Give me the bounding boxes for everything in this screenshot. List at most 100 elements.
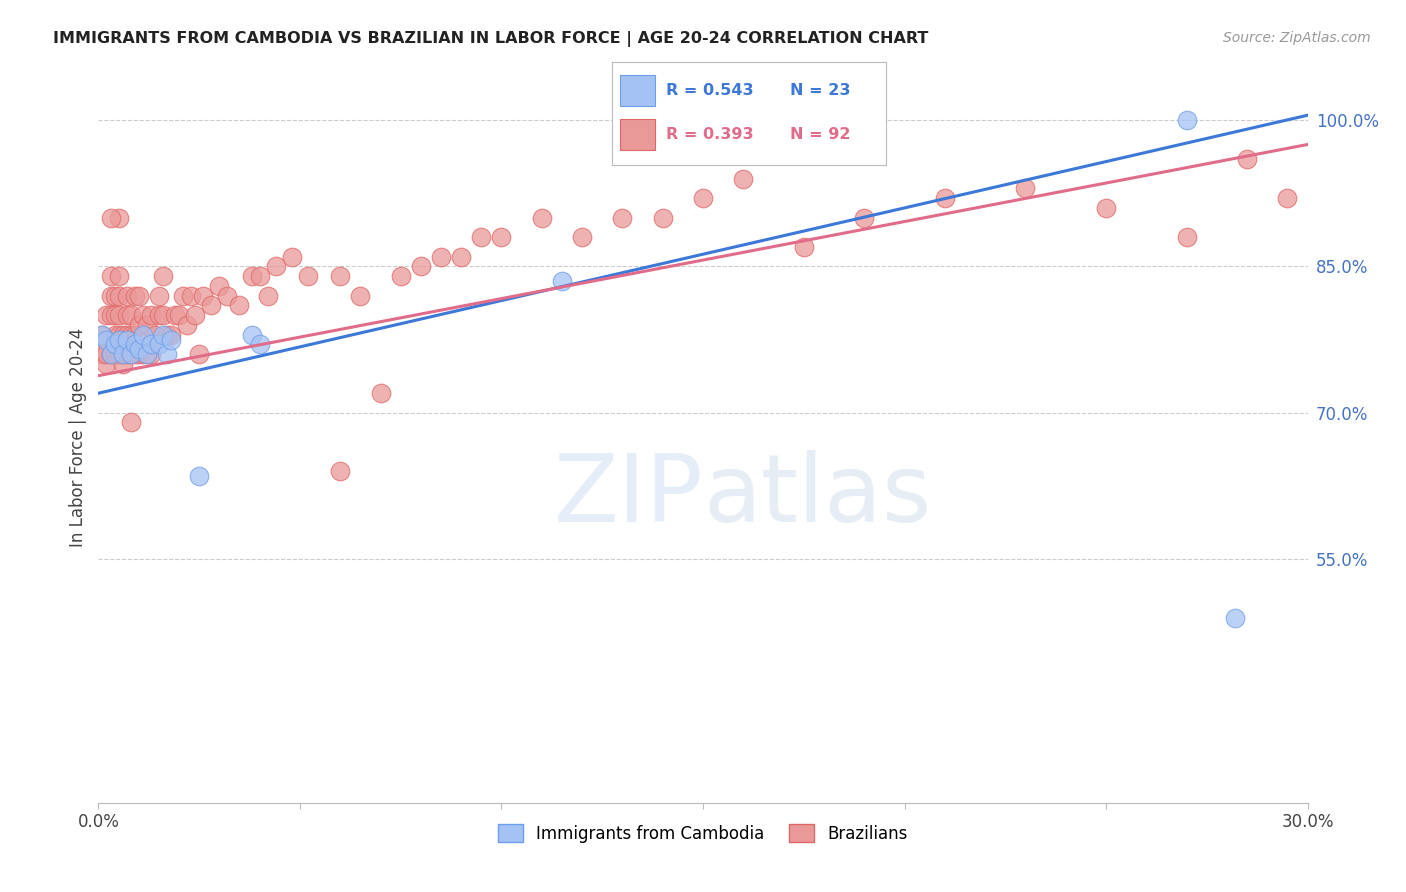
Point bbox=[1014, 181, 1036, 195]
Point bbox=[132, 308, 155, 322]
Point bbox=[120, 347, 142, 361]
Point bbox=[193, 288, 215, 302]
Point bbox=[1223, 610, 1246, 624]
Point bbox=[152, 308, 174, 322]
Point bbox=[132, 327, 155, 342]
Point bbox=[124, 327, 146, 342]
Point bbox=[1175, 230, 1198, 244]
Text: atlas: atlas bbox=[703, 450, 931, 541]
Point bbox=[111, 327, 134, 342]
Text: IMMIGRANTS FROM CAMBODIA VS BRAZILIAN IN LABOR FORCE | AGE 20-24 CORRELATION CHA: IMMIGRANTS FROM CAMBODIA VS BRAZILIAN IN… bbox=[53, 31, 929, 47]
Point bbox=[115, 347, 138, 361]
Point bbox=[240, 327, 263, 342]
Point bbox=[100, 308, 122, 322]
Point bbox=[370, 386, 392, 401]
Point bbox=[120, 347, 142, 361]
Point bbox=[733, 171, 755, 186]
Point bbox=[96, 347, 118, 361]
Point bbox=[107, 347, 129, 361]
Text: N = 92: N = 92 bbox=[790, 127, 851, 142]
Point bbox=[124, 288, 146, 302]
Point bbox=[135, 347, 157, 361]
Point bbox=[651, 211, 673, 225]
Text: Source: ZipAtlas.com: Source: ZipAtlas.com bbox=[1223, 31, 1371, 45]
Point bbox=[329, 269, 352, 284]
Point bbox=[139, 308, 162, 322]
Point bbox=[148, 288, 170, 302]
Point bbox=[111, 357, 134, 371]
Point bbox=[163, 308, 186, 322]
Point bbox=[853, 211, 876, 225]
Point bbox=[103, 327, 125, 342]
Point bbox=[188, 469, 211, 483]
Point bbox=[156, 327, 179, 342]
Point bbox=[491, 230, 513, 244]
Point bbox=[180, 288, 202, 302]
Point bbox=[1277, 191, 1299, 205]
Point bbox=[107, 327, 129, 342]
Point bbox=[612, 211, 634, 225]
Point bbox=[107, 308, 129, 322]
Point bbox=[148, 308, 170, 322]
Point bbox=[1095, 201, 1118, 215]
Point bbox=[115, 327, 138, 342]
Point bbox=[329, 464, 352, 478]
Point bbox=[692, 191, 714, 205]
Point bbox=[793, 240, 815, 254]
Point bbox=[160, 327, 183, 342]
Point bbox=[111, 347, 134, 361]
Point bbox=[450, 250, 472, 264]
Point bbox=[107, 333, 129, 347]
Point bbox=[115, 288, 138, 302]
Point bbox=[240, 269, 263, 284]
Point bbox=[148, 337, 170, 351]
Point bbox=[120, 416, 142, 430]
Point bbox=[100, 347, 122, 361]
Y-axis label: In Labor Force | Age 20-24: In Labor Force | Age 20-24 bbox=[69, 327, 87, 547]
Point bbox=[152, 269, 174, 284]
Point bbox=[297, 269, 319, 284]
Point bbox=[1236, 152, 1258, 166]
Point bbox=[571, 230, 593, 244]
Point bbox=[135, 347, 157, 361]
Point bbox=[349, 288, 371, 302]
Point bbox=[139, 337, 162, 351]
Point bbox=[135, 318, 157, 332]
Point bbox=[120, 308, 142, 322]
Point bbox=[100, 288, 122, 302]
Point bbox=[128, 288, 150, 302]
Point bbox=[139, 347, 162, 361]
Point bbox=[120, 327, 142, 342]
Point bbox=[115, 308, 138, 322]
Point bbox=[91, 327, 114, 342]
Point bbox=[103, 308, 125, 322]
Point bbox=[152, 327, 174, 342]
Point bbox=[184, 308, 207, 322]
Point bbox=[115, 333, 138, 347]
Text: R = 0.543: R = 0.543 bbox=[666, 83, 754, 97]
Point bbox=[470, 230, 492, 244]
Point bbox=[96, 308, 118, 322]
Point bbox=[143, 327, 166, 342]
Point bbox=[281, 250, 304, 264]
Point bbox=[172, 288, 194, 302]
Point bbox=[107, 269, 129, 284]
Point bbox=[100, 269, 122, 284]
Point bbox=[208, 279, 231, 293]
Point bbox=[103, 337, 125, 351]
Point bbox=[264, 260, 287, 274]
Point bbox=[111, 347, 134, 361]
Point bbox=[156, 347, 179, 361]
Point bbox=[128, 347, 150, 361]
Point bbox=[188, 347, 211, 361]
Point bbox=[430, 250, 453, 264]
Point bbox=[256, 288, 278, 302]
Legend: Immigrants from Cambodia, Brazilians: Immigrants from Cambodia, Brazilians bbox=[491, 818, 915, 849]
Bar bbox=[620, 119, 655, 150]
Point bbox=[100, 347, 122, 361]
Bar bbox=[620, 75, 655, 105]
Point bbox=[200, 298, 222, 312]
Point bbox=[389, 269, 412, 284]
Point bbox=[167, 308, 190, 322]
Point bbox=[217, 288, 239, 302]
